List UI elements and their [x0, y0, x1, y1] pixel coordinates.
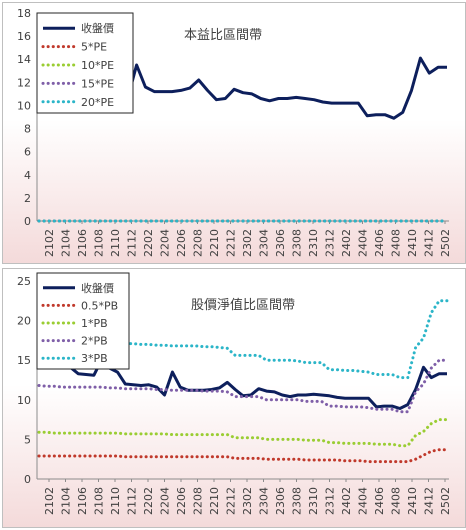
pe-chart-title: 本益比區間帶: [184, 28, 262, 43]
pb-x-tick-label: 2206: [175, 487, 188, 515]
pe-x-tick-label: 2412: [423, 229, 436, 257]
pe-x-tick-label: 2208: [192, 229, 205, 257]
pe-y-tick-label: 10: [17, 99, 31, 112]
pb-x-tick-label: 2202: [142, 487, 155, 515]
pb-y-tick-label: 0: [24, 473, 31, 486]
pe-x-tick-label: 2204: [159, 229, 172, 257]
pe-x-tick-label: 2302: [241, 229, 254, 257]
pb-y-tick-label: 5: [24, 433, 31, 446]
pe-x-tick-label: 2212: [225, 229, 238, 257]
pe-x-tick-label: 2402: [340, 229, 353, 257]
pe-x-tick-label: 2306: [274, 229, 287, 257]
pe-legend-label-4: 20*PE: [81, 96, 114, 109]
pb-legend-label-4: 3*PB: [81, 352, 108, 365]
pb-series-line-2: [37, 418, 449, 448]
pe-x-tick-label: 2112: [126, 229, 139, 257]
pb-x-tick-label: 2306: [274, 487, 287, 515]
pe-x-tick-label: 2304: [258, 229, 271, 257]
pb-x-tick-label: 2302: [241, 487, 254, 515]
pe-y-tick-label: 6: [24, 146, 31, 159]
pe-y-tick-label: 14: [17, 53, 31, 66]
pb-x-tick-label: 2212: [225, 487, 238, 515]
pe-legend-label-2: 10*PE: [81, 59, 114, 72]
pb-x-tick-label: 2412: [423, 487, 436, 515]
pe-x-tick-label: 2408: [390, 229, 403, 257]
pe-y-tick-label: 2: [24, 192, 31, 205]
pe-y-tick-label: 12: [17, 76, 31, 89]
pe-y-tick-label: 4: [24, 169, 31, 182]
pb-x-tick-label: 2112: [126, 487, 139, 515]
pe-y-tick-label: 16: [17, 30, 31, 43]
pb-x-tick-label: 2102: [43, 487, 56, 515]
pe-band-chart: 0 2 4 6 8 10 12 14 16 18 2102 2104 2106 2108 2110 2112 2…: [2, 2, 466, 264]
pe-x-tick-label: 2106: [76, 229, 89, 257]
pb-chart-title: 股價淨值比區間帶: [191, 297, 295, 313]
pe-x-tick-label: 2108: [93, 229, 106, 257]
pb-x-tick-label: 2406: [373, 487, 386, 515]
pe-x-tick-label: 2410: [406, 229, 419, 257]
pb-x-tick-label: 2308: [291, 487, 304, 515]
pb-x-tick-label: 2210: [208, 487, 221, 515]
pb-y-tick-label: 25: [17, 275, 31, 288]
pe-x-tick-label: 2312: [324, 229, 337, 257]
pb-x-tick-label: 2502: [439, 487, 452, 515]
pb-x-tick-label: 2404: [357, 487, 370, 515]
pb-legend-label-1: 0.5*PB: [81, 299, 118, 312]
pb-x-tick-label: 2310: [307, 487, 320, 515]
pe-x-tick-label: 2206: [175, 229, 188, 257]
pe-x-tick-label: 2210: [208, 229, 221, 257]
pb-x-tick-label: 2110: [109, 487, 122, 515]
pb-x-tick-label: 2408: [390, 487, 403, 515]
pb-y-tick-label: 10: [17, 394, 31, 407]
pb-band-chart: 0 5 10 15 20 25 2102 2104 2106 2108 2110 2112 2202 22…: [2, 268, 466, 528]
pb-x-tick-label: 2204: [159, 487, 172, 515]
pb-x-tick-label: 2208: [192, 487, 205, 515]
pb-band-chart-svg: 0 5 10 15 20 25 2102 2104 2106 2108 2110 2112 2202 22…: [17, 272, 452, 515]
pe-x-tick-label: 2102: [43, 229, 56, 257]
pb-series-line-1: [37, 448, 449, 464]
pe-legend-label-3: 15*PE: [81, 77, 114, 90]
pe-y-tick-label: 0: [24, 215, 31, 228]
pb-series-line-4: [37, 299, 449, 380]
pb-x-tick-label: 2304: [258, 487, 271, 515]
pe-x-tick-label: 2310: [307, 229, 320, 257]
pb-x-tick-label: 2410: [406, 487, 419, 515]
pb-legend-label-3: 2*PB: [81, 335, 108, 348]
pe-x-tick-label: 2202: [142, 229, 155, 257]
pe-x-tick-label: 2404: [357, 229, 370, 257]
pe-x-tick-label: 2104: [60, 229, 73, 257]
pb-x-tick-label: 2104: [60, 487, 73, 515]
pb-x-tick-label: 2402: [340, 487, 353, 515]
pe-x-tick-label: 2308: [291, 229, 304, 257]
pb-legend-label-2: 1*PB: [81, 317, 108, 330]
pe-y-tick-label: 8: [24, 123, 31, 136]
pb-legend-label-0: 收盤價: [81, 281, 114, 295]
pe-legend-label-1: 5*PE: [81, 41, 107, 54]
pb-x-tick-label: 2312: [324, 487, 337, 515]
pb-x-tick-label: 2106: [76, 487, 89, 515]
pe-y-tick-label: 18: [17, 7, 31, 20]
pb-y-tick-label: 15: [17, 354, 31, 367]
pb-y-tick-label: 20: [17, 315, 31, 328]
pe-legend-label-0: 收盤價: [81, 21, 114, 35]
pb-x-tick-label: 2108: [93, 487, 106, 515]
pe-x-tick-label: 2502: [439, 229, 452, 257]
pe-x-tick-label: 2110: [109, 229, 122, 257]
pe-x-tick-label: 2406: [373, 229, 386, 257]
